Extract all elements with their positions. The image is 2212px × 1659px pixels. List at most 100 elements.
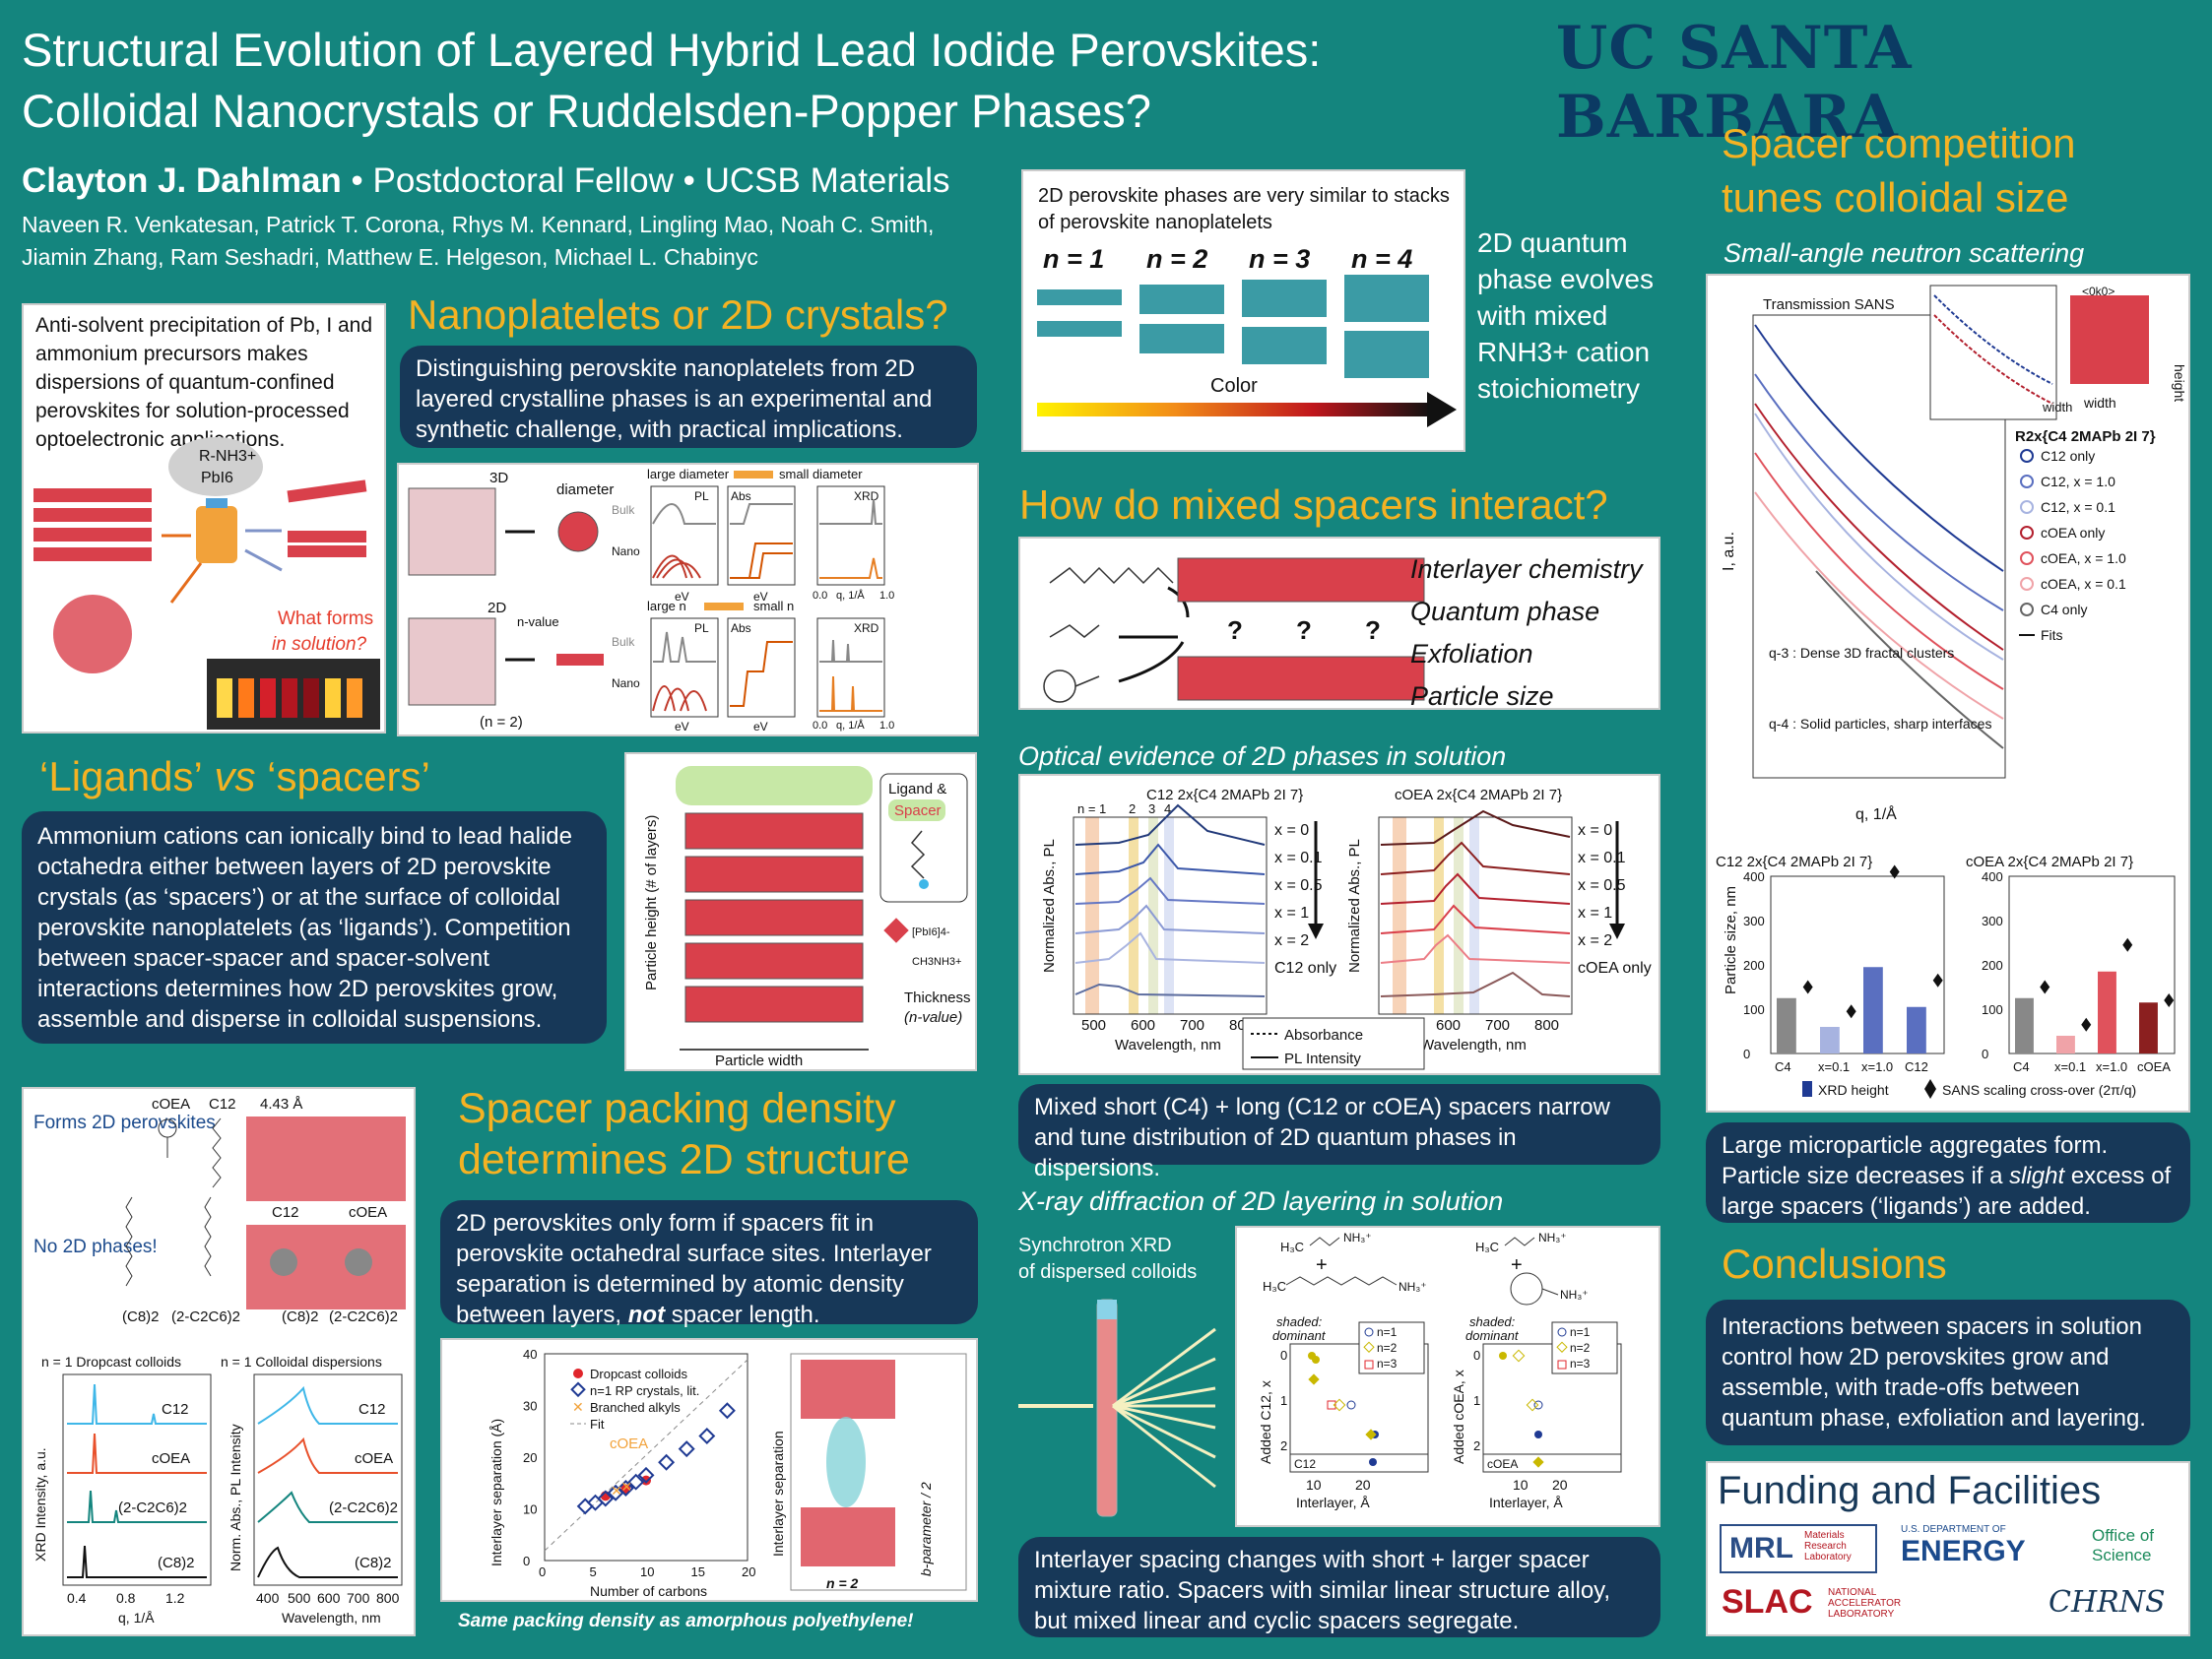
category-label: x=1.0 — [2096, 1059, 2127, 1074]
phases-side-text: 2D quantum phase evolves with mixed RNH3… — [1477, 227, 1655, 404]
category-label: C4 — [2013, 1059, 2030, 1074]
author-line: Clayton J. Dahlman • Postdoctoral Fellow… — [22, 161, 950, 200]
x-tick-label: 20 — [742, 1564, 755, 1579]
svg-text:q, 1/Å: q, 1/Å — [118, 1610, 155, 1626]
svg-text:Interlayer separation: Interlayer separation — [770, 1431, 786, 1557]
xrd-bar — [2015, 997, 2034, 1053]
n-label-3: n = 3 — [1249, 244, 1310, 274]
svg-text:0.4: 0.4 — [67, 1590, 87, 1606]
svg-text:n=3: n=3 — [1377, 1357, 1398, 1371]
xrd-right-marks — [1499, 1349, 1544, 1468]
svg-text:small diameter: small diameter — [779, 467, 863, 481]
svg-text:Normalized Abs., PL: Normalized Abs., PL — [1346, 839, 1363, 973]
svg-text:Added C12, x: Added C12, x — [1258, 1380, 1273, 1464]
rp-crystal-point — [597, 1490, 615, 1507]
svg-text:n=1 RP crystals, lit.: n=1 RP crystals, lit. — [590, 1383, 699, 1398]
pbi6-label: PbI6 — [201, 470, 233, 486]
optical-heading: Optical evidence of 2D phases in solutio… — [1018, 741, 1507, 771]
svg-text:Abs: Abs — [731, 621, 751, 635]
svg-text:NH₃⁺: NH₃⁺ — [1343, 1231, 1372, 1244]
x-tick-label: 0 — [539, 1564, 546, 1579]
svg-text:C12: C12 — [272, 1204, 299, 1221]
svg-text:XRD height: XRD height — [1818, 1082, 1889, 1098]
ligands-figure: Particle height (# of layers) Particle w… — [624, 752, 977, 1071]
svg-text:Thickness: Thickness — [904, 989, 971, 1006]
svg-text:eV: eV — [753, 590, 768, 604]
legend-marker — [2020, 603, 2034, 616]
sans-marker — [1932, 973, 1943, 988]
question-1: What forms — [278, 608, 373, 629]
svg-text:500: 500 — [288, 1590, 311, 1606]
svg-text:Branched alkyls: Branched alkyls — [590, 1400, 681, 1415]
y-tick-label: 400 — [1743, 869, 1765, 884]
ligands-heading: ‘Ligands’ vs ‘spacers’ — [39, 753, 430, 799]
annot-q3: q-3 : Dense 3D fractal clusters — [1769, 645, 1954, 661]
xrd-bar — [2098, 971, 2116, 1053]
xray-svg: H₃C NH₃⁺ + H₃C NH₃⁺ H₃C NH₃⁺ + NH₃⁺ shad… — [1258, 1231, 1622, 1510]
svg-text:Wavelength, nm: Wavelength, nm — [1115, 1037, 1221, 1053]
sans-marker — [1889, 864, 1900, 879]
svg-text:0.0: 0.0 — [813, 590, 827, 602]
svg-text:C12 2x{C4 2MAPb 2I 7}: C12 2x{C4 2MAPb 2I 7} — [1716, 854, 1872, 870]
ligands-xlabel: Particle width — [715, 1053, 803, 1069]
rp-crystal-point — [658, 1453, 676, 1471]
svg-text:NH₃⁺: NH₃⁺ — [1399, 1280, 1427, 1294]
phases-svg: n = 1 n = 2 n = 3 n = 4 Color — [1037, 244, 1457, 427]
legend-marker — [2020, 500, 2034, 514]
svg-text:Added cOEA, x: Added cOEA, x — [1451, 1370, 1466, 1464]
xrd-left-marks — [1308, 1352, 1379, 1466]
scatter-rays — [1112, 1327, 1216, 1489]
svg-text:2: 2 — [1129, 801, 1136, 816]
xrd-bar — [1777, 997, 1796, 1053]
ligands-svg: Particle height (# of layers) Particle w… — [643, 766, 971, 1069]
question-2: in solution? — [272, 634, 367, 655]
svg-text:large diameter: large diameter — [647, 467, 730, 481]
colloid-point — [641, 1475, 651, 1486]
packing-left-svg: Forms 2D perovskites No 2D phases! cOEA … — [33, 1096, 406, 1626]
svg-text:x = 0.1: x = 0.1 — [1274, 850, 1323, 866]
svg-text:x = 0.5: x = 0.5 — [1274, 877, 1323, 894]
rnh3-label: R-NH3+ — [199, 448, 256, 465]
nanoplatelets-svg: 3D 2D (n = 2) diameter n-value large dia… — [408, 467, 894, 734]
sans-subheading: Small-angle neutron scattering — [1724, 238, 2085, 268]
svg-text:Norm. Abs., PL Intensity: Norm. Abs., PL Intensity — [228, 1424, 243, 1571]
svg-text:(C8)2: (C8)2 — [158, 1555, 195, 1571]
svg-text:2: 2 — [1473, 1438, 1480, 1453]
svg-text:n = 2: n = 2 — [826, 1575, 859, 1591]
xray-beam-svg — [1018, 1299, 1216, 1517]
coauthors: Naveen R. Venkatesan, Patrick T. Corona,… — [22, 212, 935, 270]
svg-text:diameter: diameter — [556, 481, 614, 498]
svg-text:1.0: 1.0 — [879, 720, 894, 732]
svg-text:n = 1 Dropcast colloids: n = 1 Dropcast colloids — [41, 1354, 181, 1370]
y-tick-label: 30 — [523, 1399, 537, 1414]
svg-text:q, 1/Å: q, 1/Å — [836, 589, 865, 602]
svg-text:NH₃⁺: NH₃⁺ — [1538, 1231, 1567, 1244]
color-gradient — [1037, 403, 1431, 416]
xrd-bar — [2056, 1036, 2075, 1053]
svg-text:XRD: XRD — [854, 621, 879, 635]
legend-label: C12 only — [2041, 448, 2095, 464]
phase-structures — [1037, 275, 1429, 378]
legend-marker — [2020, 449, 2034, 463]
svg-text:Dropcast colloids: Dropcast colloids — [590, 1367, 687, 1381]
panel-boxes — [650, 485, 885, 718]
svg-text:?: ? — [1365, 615, 1381, 645]
svg-text:1: 1 — [1280, 1393, 1287, 1408]
svg-text:H₃C: H₃C — [1263, 1279, 1286, 1294]
legend-label: Fits — [2041, 627, 2063, 643]
svg-text:Normalized Abs., PL: Normalized Abs., PL — [1041, 839, 1058, 973]
svg-text:cOEA 2x{C4 2MAPb 2I 7}: cOEA 2x{C4 2MAPb 2I 7} — [1966, 854, 2133, 870]
svg-text:Number of carbons: Number of carbons — [590, 1583, 707, 1599]
color-label: Color — [1210, 375, 1258, 397]
svg-text:x = 0: x = 0 — [1274, 822, 1309, 839]
svg-text:C12: C12 — [162, 1401, 189, 1418]
svg-text:shaded:: shaded: — [1469, 1314, 1516, 1329]
x-tick-label: 10 — [640, 1564, 654, 1579]
y-tick-label: 0 — [1743, 1047, 1750, 1061]
office-science: Office of Science — [2092, 1526, 2154, 1564]
svg-text:Nano: Nano — [612, 676, 640, 690]
xray-caption: Interlayer spacing changes with short + … — [1018, 1537, 1660, 1637]
optical-panel: C12 2x{C4 2MAPb 2I 7} cOEA 2x{C4 2MAPb 2… — [1018, 774, 1660, 1075]
svg-text:700: 700 — [1485, 1017, 1510, 1034]
svg-text:1.0: 1.0 — [879, 590, 894, 602]
